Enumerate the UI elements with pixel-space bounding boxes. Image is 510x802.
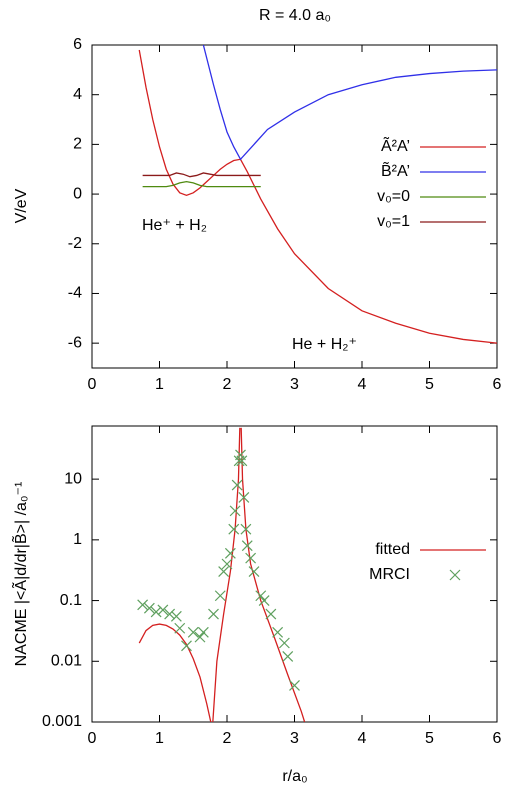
marker [278,637,290,649]
legend-label: Ã²A’ [381,135,410,155]
marker [265,608,277,620]
x-tick-label: 0 [88,730,97,747]
x-tick-label: 0 [88,376,97,393]
marker [255,590,267,602]
plot-area [137,427,306,722]
legend-label: fitted [375,541,410,558]
marker [289,680,300,691]
marker [224,547,236,559]
y-tick-label: 1 [73,531,82,548]
marker [150,606,162,618]
x-axis-label: r/a₀ [282,768,307,785]
marker [245,552,257,564]
x-tick-label: 3 [290,376,299,393]
marker [228,523,240,535]
x-tick-label: 1 [155,376,164,393]
marker [208,608,219,620]
y-tick-label: 2 [73,136,82,153]
plot-area [138,45,497,344]
series-line [202,45,497,161]
legend-label: B̃²A’ [381,161,410,181]
marker [229,505,241,517]
x-tick-label: 3 [290,730,299,747]
x-tick-label: 2 [223,376,232,393]
y-axis-label: NACME |<Ã|d/dr|B̃>| /a₀⁻¹ [10,482,30,667]
marker [240,523,252,535]
y-tick-label: 4 [73,86,82,103]
marker [187,626,199,638]
y-tick-label: 0.01 [51,653,82,670]
legend-label: MRCI [369,566,410,583]
x-tick-label: 2 [223,730,232,747]
x-tick-label: 6 [493,730,502,747]
legend-label: v₀=0 [377,188,410,205]
marker [214,590,226,602]
marker [221,558,233,570]
series-line [138,427,306,722]
series-line [142,172,261,178]
marker [218,566,230,578]
y-tick-label: 10 [64,470,82,487]
marker [238,491,250,503]
y-tick-label: -2 [68,235,82,252]
x-tick-label: 4 [358,376,367,393]
marker [248,566,260,578]
y-tick-label: -6 [68,334,82,351]
x-tick-label: 4 [358,730,367,747]
plot-frame [91,425,498,723]
marker [137,599,149,611]
marker [170,610,182,622]
marker [282,651,294,662]
x-tick-label: 5 [425,730,434,747]
y-tick-label: 0.001 [42,713,82,730]
marker [272,626,284,638]
series-line [142,180,261,188]
annotation: He + H₂⁺ [292,336,357,353]
y-axis-label: V/eV [13,188,30,223]
plot-frame [91,44,498,369]
marker [194,631,206,643]
marker [258,595,270,606]
marker [197,626,209,638]
annotation: He⁺ + H₂ [142,217,207,234]
marker [241,540,253,552]
marker [181,640,192,652]
y-tick-label: 0 [73,185,82,202]
marker [174,622,186,634]
x-tick-label: 6 [493,376,502,393]
marker [231,479,243,491]
y-tick-label: 6 [73,36,82,53]
legend-label: v₀=1 [377,213,410,230]
y-tick-label: 0.1 [60,592,82,609]
y-tick-label: -4 [68,285,82,302]
chart-title: R = 4.0 a₀ [259,7,331,24]
marker [164,608,176,620]
series-line [138,49,497,344]
marker [143,602,155,614]
x-tick-label: 5 [425,376,434,393]
marker [236,455,248,467]
marker [157,604,169,616]
legend-marker [449,569,461,581]
x-tick-label: 1 [155,730,164,747]
